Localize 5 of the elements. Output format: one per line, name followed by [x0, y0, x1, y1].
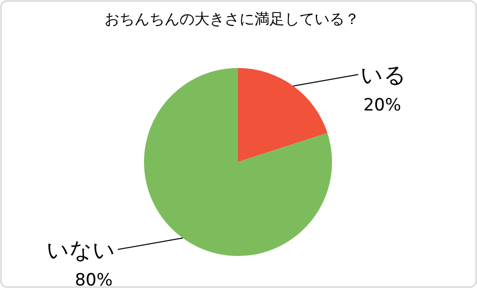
data-label: 80%: [74, 270, 113, 288]
chart-title: おちんちんの大きさに満足している？: [104, 10, 360, 28]
slice-label: いる: [360, 64, 406, 89]
slice-label: いない: [46, 238, 116, 264]
data-label: 20%: [363, 96, 402, 116]
